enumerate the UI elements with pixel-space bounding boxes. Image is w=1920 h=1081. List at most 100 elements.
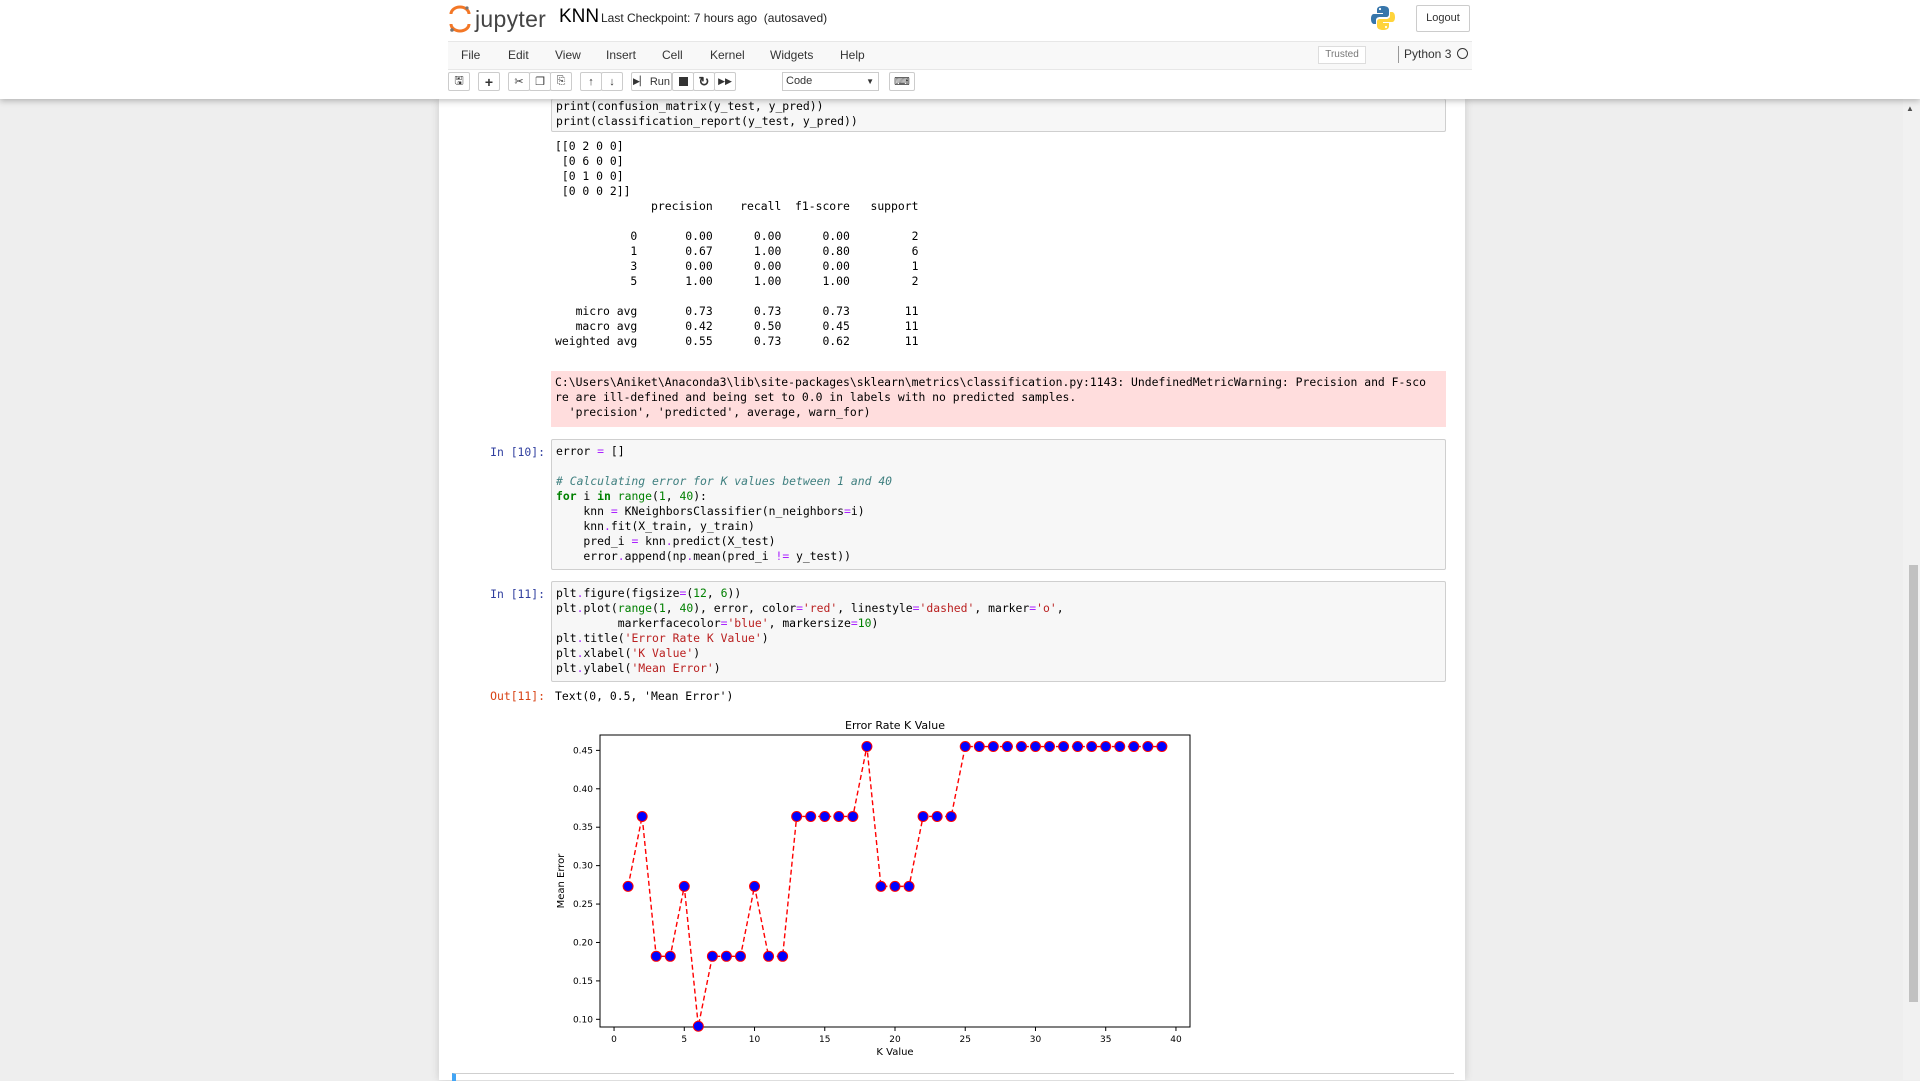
- data-point: [1044, 741, 1056, 753]
- x-tick-label: 0: [611, 1035, 617, 1045]
- menu-insert[interactable]: Insert: [606, 48, 637, 62]
- arrow-up-icon: ↑: [588, 75, 594, 88]
- restart-icon: ↻: [698, 73, 710, 89]
- move-down-button[interactable]: ↓: [601, 72, 623, 91]
- jupyter-logo-text: jupyter: [475, 5, 547, 32]
- data-point: [1029, 741, 1041, 753]
- classification-report-output: [[0 2 0 0] [0 6 0 0] [0 1 0 0] [0 0 0 2]…: [555, 139, 919, 348]
- code-editor[interactable]: print(confusion_matrix(y_test, y_pred)) …: [556, 99, 858, 129]
- y-tick-label: 0.25: [573, 900, 593, 910]
- code-cell-input[interactable]: print(confusion_matrix(y_test, y_pred)) …: [551, 99, 1446, 132]
- input-prompt: In [10]:: [490, 445, 545, 459]
- kernel-separator: [1398, 46, 1399, 63]
- data-point: [875, 880, 887, 892]
- scroll-up-arrow-icon[interactable]: ▲: [1906, 104, 1914, 113]
- kernel-name[interactable]: Python 3: [1404, 47, 1452, 61]
- error-rate-chart: 0.10 0.15 0.20 0.25 0.30 0.35 0.40 0.45 0 5 10 15 20…: [556, 719, 1191, 1058]
- data-point: [1142, 741, 1154, 753]
- data-point: [749, 880, 761, 892]
- code-line: print(classification_report(y_test, y_pr…: [556, 114, 858, 128]
- stderr-output: C:\Users\Aniket\Anaconda3\lib\site-packa…: [551, 371, 1446, 427]
- x-tick-label: 25: [960, 1035, 971, 1045]
- jupyter-logo-icon: [449, 5, 471, 33]
- caret-down-icon: ▼: [866, 77, 874, 86]
- output-prompt: Out[11]:: [490, 689, 545, 703]
- data-point: [987, 741, 999, 753]
- code-editor[interactable]: plt.figure(figsize=(12, 6)) plt.plot(ran…: [556, 586, 1064, 675]
- python-logo-icon: [1371, 6, 1395, 30]
- paste-icon: ⎘: [556, 75, 566, 87]
- data-point: [720, 950, 732, 962]
- output-text: Text(0, 0.5, 'Mean Error'): [555, 689, 734, 703]
- paste-button[interactable]: ⎘: [550, 72, 572, 91]
- logout-button[interactable]: Logout: [1416, 5, 1470, 32]
- cell-type-value: Code: [786, 75, 813, 87]
- x-tick-label: 35: [1100, 1035, 1111, 1045]
- data-point: [917, 810, 929, 822]
- data-point: [1058, 741, 1070, 753]
- restart-run-all-button[interactable]: ▶▶: [714, 72, 736, 91]
- data-point: [734, 950, 746, 962]
- y-tick-label: 0.45: [573, 746, 593, 756]
- data-point: [1001, 741, 1013, 753]
- move-up-button[interactable]: ↑: [580, 72, 602, 91]
- restart-button[interactable]: ↻: [693, 72, 715, 91]
- command-palette-button[interactable]: ⌨: [889, 72, 915, 91]
- jupyter-logo[interactable]: jupyter: [449, 4, 546, 34]
- y-tick-label: 0.35: [573, 823, 593, 833]
- data-point: [931, 810, 943, 822]
- interrupt-button[interactable]: [672, 72, 694, 91]
- menu-cell[interactable]: Cell: [662, 48, 683, 62]
- run-label: Run: [649, 75, 671, 88]
- notebook-header: jupyter KNN Last Checkpoint: 7 hours ago…: [0, 0, 1920, 99]
- y-tick-label: 0.40: [573, 785, 593, 795]
- data-point: [889, 880, 901, 892]
- checkpoint-status: Last Checkpoint: 7 hours ago (autosaved): [601, 11, 827, 25]
- scrollbar-thumb[interactable]: [1909, 565, 1918, 1002]
- scissors-icon: ✂: [514, 76, 524, 88]
- data-point: [1156, 741, 1168, 753]
- code-cell-input[interactable]: plt.figure(figsize=(12, 6)) plt.plot(ran…: [551, 581, 1446, 682]
- y-tick-label: 0.30: [573, 862, 593, 872]
- warning-text: C:\Users\Aniket\Anaconda3\lib\site-packa…: [555, 375, 1426, 419]
- step-forward-icon: ▶▏: [632, 76, 647, 86]
- data-point: [706, 950, 718, 962]
- trusted-indicator[interactable]: Trusted: [1318, 46, 1366, 64]
- insert-cell-button[interactable]: +: [478, 72, 500, 91]
- menu-view[interactable]: View: [555, 48, 581, 62]
- run-button[interactable]: ▶▏ Run: [631, 72, 672, 91]
- menu-file[interactable]: File: [461, 48, 481, 62]
- cell-type-select[interactable]: Code ▼: [782, 72, 879, 91]
- menu-bar: File Edit View Insert Cell Kernel Widget…: [448, 41, 1472, 70]
- save-button[interactable]: 🖫: [448, 72, 470, 91]
- selected-next-cell[interactable]: [452, 1073, 1454, 1081]
- fast-forward-icon: ▶▶: [718, 76, 732, 86]
- data-point: [959, 741, 971, 753]
- data-point: [819, 810, 831, 822]
- y-axis-label: Mean Error: [556, 853, 567, 909]
- data-point: [805, 810, 817, 822]
- menu-help[interactable]: Help: [840, 48, 865, 62]
- copy-button[interactable]: ❐: [529, 72, 551, 91]
- data-point: [847, 810, 859, 822]
- data-point: [1072, 741, 1084, 753]
- notebook-name[interactable]: KNN: [559, 6, 600, 27]
- save-icon: 🖫: [454, 75, 464, 87]
- checkpoint-text: Last Checkpoint: 7 hours ago: [601, 11, 758, 25]
- cut-button[interactable]: ✂: [508, 72, 530, 91]
- arrow-down-icon: ↓: [609, 75, 615, 88]
- code-editor[interactable]: error = [] # Calculating error for K val…: [556, 444, 893, 563]
- data-point: [622, 880, 634, 892]
- x-tick-label: 5: [681, 1035, 687, 1045]
- code-cell-input[interactable]: error = [] # Calculating error for K val…: [551, 439, 1446, 570]
- menu-widgets[interactable]: Widgets: [770, 48, 814, 62]
- data-point: [763, 950, 775, 962]
- x-tick-label: 30: [1030, 1035, 1042, 1045]
- data-point: [833, 810, 845, 822]
- data-point: [1015, 741, 1027, 753]
- menu-kernel[interactable]: Kernel: [710, 48, 745, 62]
- code-line: print(confusion_matrix(y_test, y_pred)): [556, 99, 824, 113]
- menu-edit[interactable]: Edit: [508, 48, 529, 62]
- data-point: [1086, 741, 1098, 753]
- x-axis-label: K Value: [876, 1047, 913, 1058]
